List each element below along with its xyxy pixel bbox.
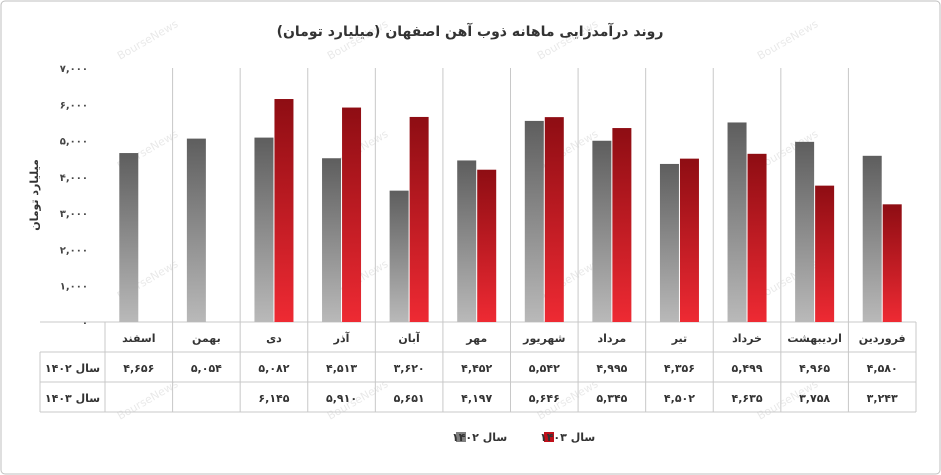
chart-title: روند درآمدزایی ماهانه ذوب آهن اصفهان (می… bbox=[277, 22, 664, 40]
bar bbox=[747, 153, 767, 322]
data-value-label: ۴,۶۳۵ bbox=[732, 392, 763, 405]
data-value-label: ۴,۵۱۳ bbox=[326, 362, 357, 375]
bar bbox=[612, 128, 632, 322]
legend-swatch bbox=[544, 432, 554, 442]
table-series-name: سال ۱۴۰۳ bbox=[45, 392, 100, 405]
data-value-label: ۴,۹۹۵ bbox=[596, 362, 627, 375]
bar bbox=[119, 153, 139, 322]
data-value-label: ۳,۶۲۰ bbox=[394, 362, 425, 375]
bar bbox=[544, 117, 564, 322]
bar bbox=[727, 122, 747, 322]
legend-swatch bbox=[456, 432, 466, 442]
bar bbox=[457, 160, 477, 322]
table-series-name: سال ۱۴۰۲ bbox=[45, 362, 100, 375]
bar bbox=[524, 120, 544, 322]
bar bbox=[342, 107, 362, 323]
data-value-label: ۵,۶۵۱ bbox=[394, 392, 425, 405]
y-tick-label: ۲,۰۰۰ bbox=[60, 245, 88, 256]
bar bbox=[274, 99, 294, 322]
category-label: تیر bbox=[671, 332, 687, 345]
bar bbox=[477, 169, 497, 322]
data-value-label: ۵,۳۴۵ bbox=[596, 392, 627, 405]
bar bbox=[389, 190, 409, 322]
data-value-label: ۴,۵۸۰ bbox=[867, 362, 898, 375]
category-label: بهمن bbox=[192, 332, 221, 345]
y-tick-label: ۴,۰۰۰ bbox=[60, 173, 88, 184]
data-value-label: ۶,۱۴۵ bbox=[258, 392, 289, 405]
y-tick-label: ۷,۰۰۰ bbox=[60, 64, 88, 75]
bar bbox=[186, 138, 206, 322]
bar bbox=[659, 163, 679, 322]
data-value-label: ۵,۰۸۲ bbox=[258, 362, 289, 375]
bar bbox=[322, 158, 342, 322]
data-value-label: ۵,۵۴۲ bbox=[529, 362, 560, 375]
category-label: دی bbox=[266, 332, 282, 345]
data-value-label: ۵,۴۹۹ bbox=[732, 362, 763, 375]
y-axis-label: میلیارد تومان bbox=[28, 159, 41, 231]
bar bbox=[795, 141, 815, 322]
bar bbox=[409, 116, 429, 322]
bar bbox=[679, 158, 699, 322]
category-label: مهر bbox=[465, 332, 487, 345]
y-tick-label: ۳,۰۰۰ bbox=[60, 209, 88, 220]
data-value-label: ۳,۲۴۳ bbox=[867, 392, 898, 405]
category-label: اردیبهشت bbox=[787, 332, 841, 345]
data-value-label: ۴,۹۶۵ bbox=[799, 362, 830, 375]
data-value-label: ۴,۴۵۲ bbox=[461, 362, 492, 375]
data-value-label: ۵,۰۵۴ bbox=[191, 362, 222, 375]
y-tick-label: ۱,۰۰۰ bbox=[60, 282, 88, 293]
category-label: خرداد bbox=[732, 332, 762, 345]
bar bbox=[592, 140, 612, 322]
legend-label: سال ۱۴۰۳ bbox=[540, 431, 595, 444]
category-label: مرداد bbox=[598, 332, 627, 345]
y-tick-label: ۵,۰۰۰ bbox=[60, 137, 88, 148]
bar bbox=[882, 204, 902, 322]
data-value-label: ۳,۷۵۸ bbox=[799, 392, 830, 405]
legend-label: سال ۱۴۰۲ bbox=[452, 431, 507, 444]
data-value-label: ۴,۱۹۷ bbox=[461, 392, 492, 405]
bar bbox=[815, 185, 835, 322]
category-label: اسفند bbox=[122, 332, 155, 345]
category-label: شهریور bbox=[522, 332, 565, 345]
y-tick-label: ۶,۰۰۰ bbox=[60, 100, 88, 111]
bar bbox=[862, 155, 882, 322]
data-value-label: ۴,۳۵۶ bbox=[664, 362, 695, 375]
data-value-label: ۵,۹۱۰ bbox=[326, 392, 357, 405]
bar bbox=[254, 137, 274, 322]
category-label: آبان bbox=[398, 331, 420, 345]
data-value-label: ۴,۵۰۲ bbox=[664, 392, 695, 405]
category-label: آذر bbox=[333, 331, 350, 345]
data-value-label: ۵,۶۴۶ bbox=[529, 392, 560, 405]
category-label: فروردین bbox=[859, 332, 906, 345]
data-value-label: ۴,۶۵۶ bbox=[123, 362, 154, 375]
y-tick-label: ۰ bbox=[82, 318, 88, 329]
